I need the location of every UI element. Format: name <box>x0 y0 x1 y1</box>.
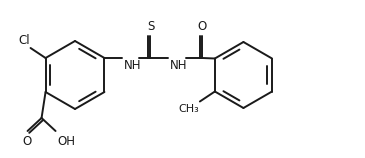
Text: NH: NH <box>169 59 187 72</box>
Text: NH: NH <box>123 59 141 72</box>
Text: O: O <box>198 20 207 33</box>
Text: S: S <box>147 20 154 33</box>
Text: CH₃: CH₃ <box>178 103 199 113</box>
Text: Cl: Cl <box>18 34 30 47</box>
Text: OH: OH <box>58 135 76 148</box>
Text: O: O <box>22 135 31 148</box>
